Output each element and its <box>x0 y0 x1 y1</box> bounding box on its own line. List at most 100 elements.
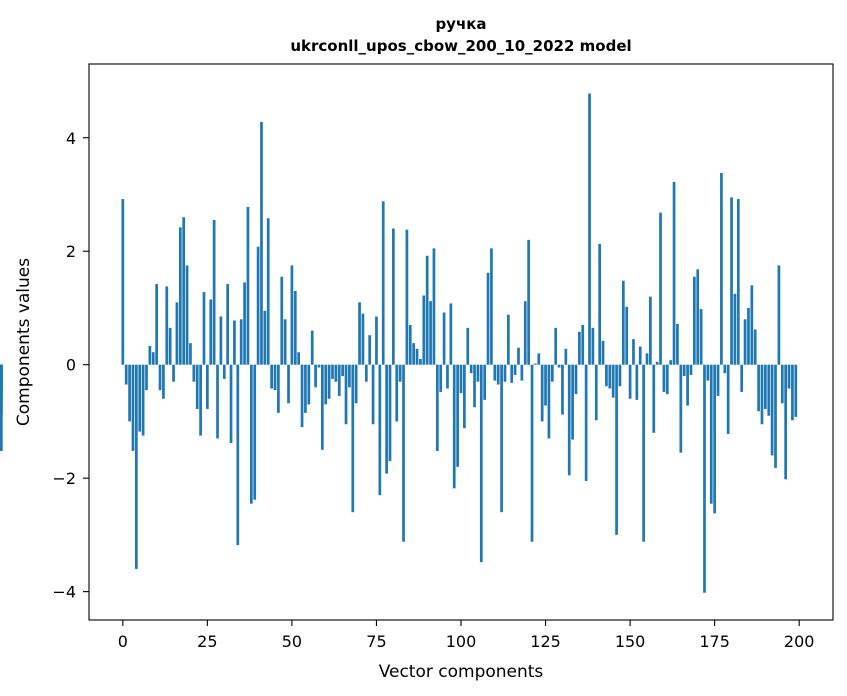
bar <box>534 363 537 365</box>
bar <box>341 364 344 377</box>
bar <box>750 285 754 365</box>
bar <box>141 364 145 436</box>
bar <box>466 327 470 365</box>
bar <box>676 323 679 365</box>
bar <box>192 364 196 382</box>
x-tick-label: 75 <box>366 632 386 651</box>
bar <box>158 364 162 391</box>
bar <box>564 348 568 365</box>
bar <box>452 364 456 489</box>
bar <box>226 284 230 365</box>
bar <box>361 313 365 365</box>
bar <box>618 364 622 387</box>
bar <box>334 364 338 382</box>
bar <box>449 303 453 365</box>
bar <box>605 364 608 387</box>
bar <box>138 364 142 432</box>
bar <box>500 364 503 513</box>
bar <box>767 364 771 416</box>
bar <box>124 364 128 385</box>
bar <box>368 335 372 365</box>
x-tick-label: 0 <box>118 632 128 651</box>
bar <box>598 243 602 365</box>
bar <box>696 269 700 365</box>
bar <box>385 364 388 474</box>
bar <box>780 364 784 404</box>
bar <box>611 364 615 398</box>
y-tick-label: 0 <box>66 356 76 375</box>
bar <box>206 364 209 409</box>
bar <box>307 364 311 405</box>
bar <box>249 364 253 504</box>
bar <box>354 364 358 404</box>
bar <box>574 364 578 395</box>
bar <box>324 364 328 405</box>
bar <box>148 345 152 365</box>
bar <box>550 364 554 382</box>
bar <box>429 301 432 365</box>
bar <box>740 364 744 392</box>
bar <box>490 248 493 365</box>
bar <box>412 343 416 365</box>
bar <box>601 340 605 365</box>
bar <box>253 364 257 500</box>
bar <box>364 364 368 382</box>
bar <box>730 197 733 365</box>
bar <box>540 364 544 422</box>
bar <box>263 310 267 365</box>
bar <box>266 218 270 365</box>
bar <box>689 364 693 375</box>
bar <box>209 299 213 365</box>
bar <box>432 248 436 365</box>
y-tick-label: 2 <box>66 242 76 261</box>
bar <box>222 364 226 379</box>
x-tick-label: 50 <box>282 632 302 651</box>
bar <box>557 364 561 368</box>
bar <box>649 296 652 365</box>
bars-group <box>0 93 798 593</box>
bar <box>625 306 629 365</box>
bar <box>716 364 720 396</box>
bar <box>594 364 598 421</box>
bar <box>692 276 696 365</box>
bar <box>632 339 635 365</box>
bar <box>706 364 710 381</box>
bar <box>733 293 737 365</box>
bar <box>567 364 571 476</box>
bar <box>243 282 246 365</box>
bar <box>483 364 487 400</box>
bar <box>662 364 666 392</box>
bar <box>645 353 649 365</box>
bar <box>473 364 476 408</box>
bar <box>554 327 558 365</box>
bar <box>314 364 317 388</box>
bar <box>703 364 706 593</box>
chart-subtitle: ukrconll_upos_cbow_200_10_2022 model <box>290 37 631 55</box>
bar <box>175 302 179 365</box>
bar <box>459 364 463 394</box>
bar <box>652 364 656 433</box>
y-tick-label: −4 <box>52 583 76 602</box>
bar <box>659 212 662 365</box>
bar <box>388 364 392 462</box>
bar <box>669 360 673 365</box>
bar <box>774 364 777 468</box>
x-tick-label: 25 <box>197 632 217 651</box>
bar <box>642 364 645 542</box>
bar <box>463 364 466 429</box>
bar <box>791 364 794 421</box>
bar <box>537 353 541 365</box>
x-tick-label: 100 <box>446 632 477 651</box>
bar <box>476 364 480 382</box>
bar <box>287 364 290 404</box>
bar <box>290 265 294 365</box>
y-tick-label: −2 <box>52 469 76 488</box>
y-axis-ticks: −4 −2 0 2 4 <box>52 129 89 602</box>
bar <box>283 319 287 365</box>
bar <box>405 229 409 365</box>
bar <box>469 364 473 374</box>
bar <box>128 364 131 422</box>
x-axis-label: Vector components <box>379 662 544 682</box>
bar <box>165 286 169 365</box>
bar <box>655 361 659 365</box>
